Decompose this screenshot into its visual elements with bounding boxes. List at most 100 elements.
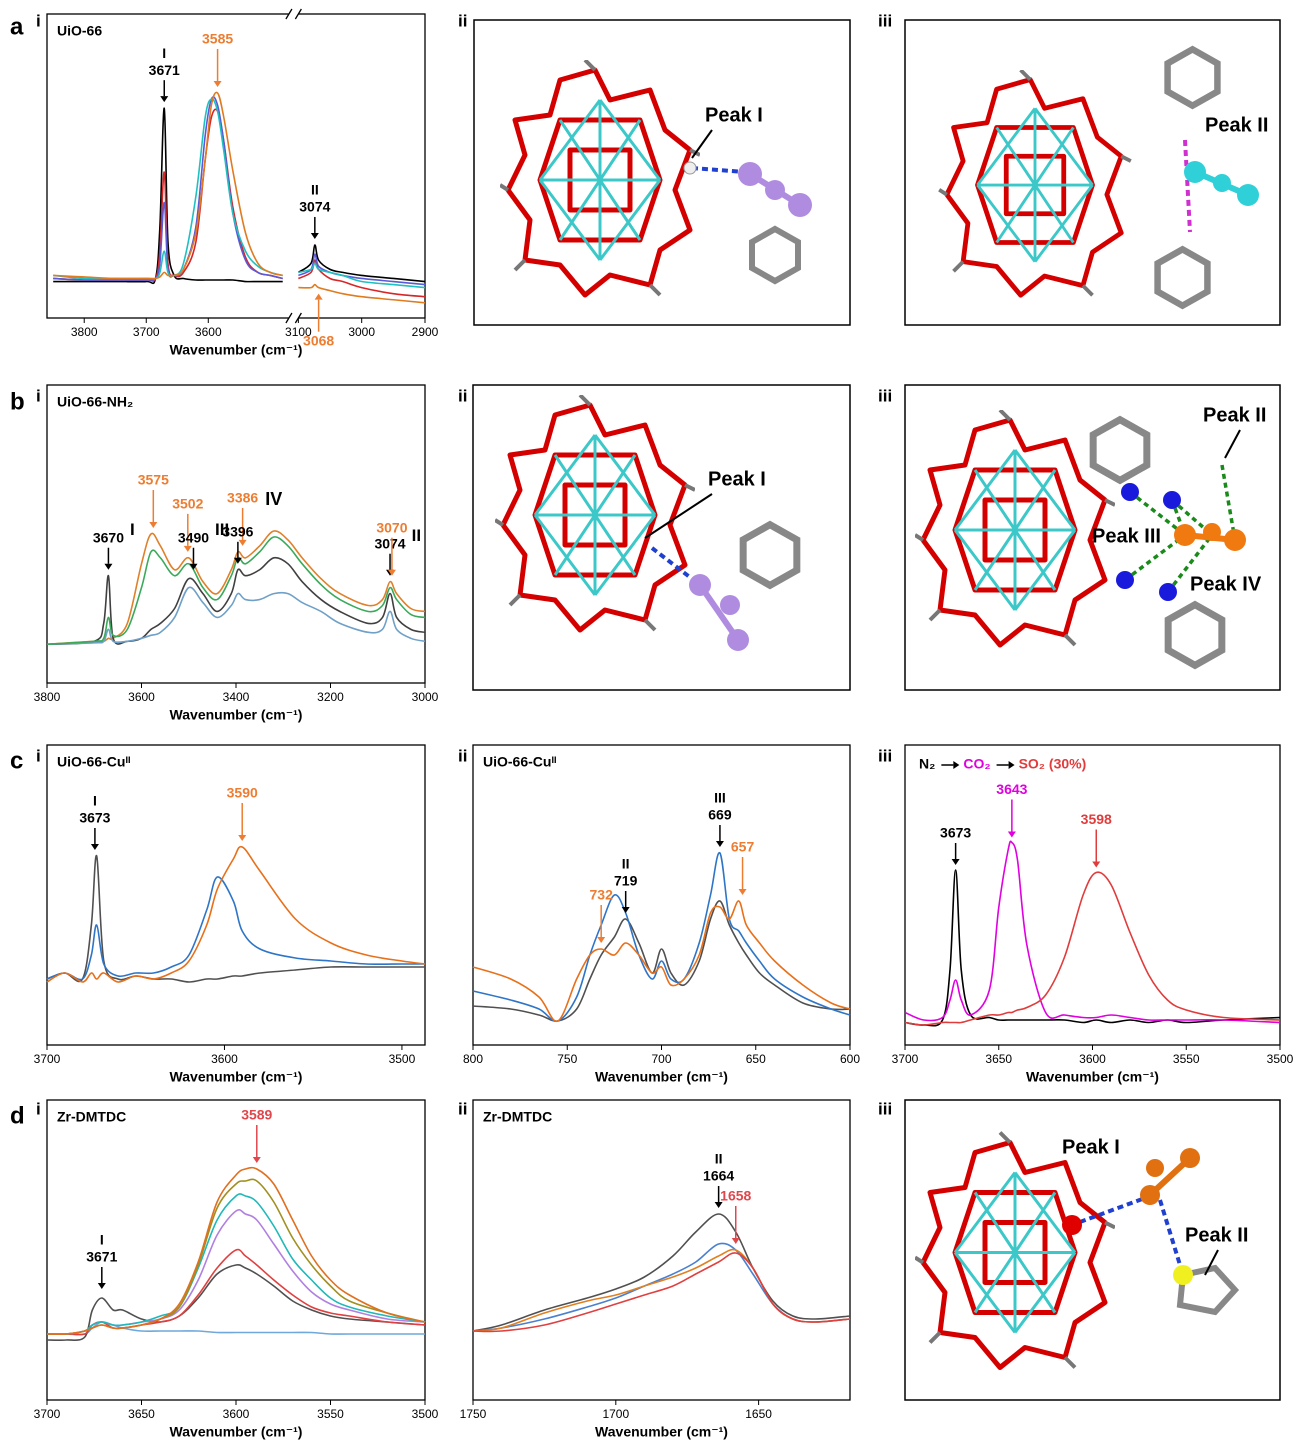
framework (939, 70, 1131, 295)
chart: Zr-DMTDC175017001650Wavenumber (cm⁻¹)166… (460, 1100, 850, 1440)
peak-label: 3643 (996, 781, 1027, 797)
x-tick-label: 3800 (34, 690, 61, 704)
plot-frame (47, 14, 425, 318)
linker (1168, 605, 1222, 666)
peak-label: Peak IV (1190, 573, 1262, 595)
framework (915, 410, 1115, 645)
atom (1184, 161, 1206, 183)
atom (1237, 184, 1259, 206)
x-tick-label: 3800 (71, 325, 98, 339)
legend-entry: N₂ (919, 756, 935, 772)
x-tick-label: 3650 (128, 1407, 155, 1421)
peak-label: 732 (590, 887, 614, 903)
series-line (47, 558, 425, 645)
peak-label: 3502 (172, 496, 203, 512)
atom (720, 595, 740, 615)
peak-arrow-head (716, 841, 724, 847)
linker (743, 525, 797, 586)
row-label: b (10, 388, 25, 415)
atom (684, 162, 696, 174)
x-axis-label: Wavenumber (cm⁻¹) (595, 1424, 728, 1440)
structure-panel: Peak I (474, 20, 850, 325)
peak-arrow-head (98, 1283, 106, 1289)
panel-label: ii (458, 1099, 467, 1118)
atom (1146, 1159, 1164, 1177)
peak-label: Peak I (1062, 1136, 1120, 1158)
panel-label: ii (458, 746, 467, 765)
series-line (473, 1214, 850, 1331)
panel-label: iii (878, 386, 892, 405)
x-axis-label: Wavenumber (cm⁻¹) (170, 707, 303, 723)
atom (689, 574, 711, 596)
peak-arrow-head (149, 522, 157, 528)
panel-label: iii (878, 746, 892, 765)
series-line (47, 877, 425, 980)
x-tick-label: 700 (651, 1052, 671, 1066)
row-label: c (10, 747, 23, 774)
atom (738, 162, 762, 186)
peak-label: 3598 (1081, 811, 1112, 827)
axis-break (289, 12, 298, 320)
peak-label: 3074 (374, 535, 405, 551)
chart: Zr-DMTDC37003650360035503500Wavenumber (… (34, 1100, 439, 1440)
peak-label: Peak III (1092, 525, 1161, 547)
pointer (692, 130, 712, 158)
panel-frame (905, 20, 1280, 325)
x-tick-label: 3550 (1173, 1052, 1200, 1066)
peak-label: 3589 (241, 1107, 272, 1123)
x-tick-label: 750 (557, 1052, 577, 1066)
legend-arrow-head (1009, 761, 1015, 769)
plot-frame (473, 745, 850, 1045)
linker (1168, 49, 1218, 105)
atom (1173, 1265, 1193, 1285)
row-label: d (10, 1102, 25, 1129)
atom (1224, 529, 1246, 551)
atom (1159, 583, 1177, 601)
pointer (1225, 430, 1240, 458)
chart-title: Zr-DMTDC (483, 1109, 552, 1125)
x-tick-label: 3700 (34, 1052, 61, 1066)
x-tick-label: 3600 (223, 1407, 250, 1421)
structure-panel: Peak I Peak II (905, 1100, 1280, 1400)
panel-label: iii (878, 1099, 892, 1118)
peak-numeral: II (622, 856, 630, 872)
x-tick-label: 1750 (460, 1407, 487, 1421)
peak-label: 3074 (299, 199, 330, 215)
peak-label: Peak II (1205, 114, 1268, 136)
panel-label: i (36, 746, 41, 765)
peak-arrow-head (597, 937, 605, 943)
atom (1203, 523, 1221, 541)
x-axis-label: Wavenumber (cm⁻¹) (170, 1069, 303, 1085)
chart: UiO-66-Cuᴵᴵ370036003500Wavenumber (cm⁻¹)… (34, 745, 425, 1085)
x-axis-label: Wavenumber (cm⁻¹) (170, 342, 303, 358)
framework (495, 395, 695, 630)
panel-label: ii (458, 11, 467, 30)
x-tick-label: 3000 (348, 325, 375, 339)
peak-arrow-head (184, 546, 192, 552)
peak-arrow-head (160, 96, 168, 102)
peak-label: Peak I (705, 104, 763, 126)
row-label: a (10, 13, 24, 40)
linker (1093, 420, 1147, 481)
peak-arrow-head (739, 889, 747, 895)
plot-frame (473, 1100, 850, 1400)
peak-label: 3673 (79, 810, 110, 826)
peak-label: 3490 (178, 529, 209, 545)
chart: UiO-66380037003600310030002900Wavenumber… (47, 9, 439, 358)
peak-arrow-head (1092, 862, 1100, 868)
x-axis-label: Wavenumber (cm⁻¹) (595, 1069, 728, 1085)
panel-label: i (36, 11, 41, 30)
chart: UiO-66-Cuᴵᴵ800750700650600Wavenumber (cm… (463, 745, 860, 1085)
figure: a b c d i ii iii i ii iii i ii iii i ii … (0, 0, 1296, 1450)
atom (1140, 1185, 1160, 1205)
x-tick-label: 3400 (223, 690, 250, 704)
x-tick-label: 3550 (317, 1407, 344, 1421)
peak-label: 3068 (303, 332, 334, 348)
peak-label: 3585 (202, 31, 233, 47)
panel-label: i (36, 1099, 41, 1118)
x-tick-label: 3500 (389, 1052, 416, 1066)
chart-title: UiO-66 (57, 23, 102, 39)
peak-label: 669 (708, 807, 732, 823)
peak-label: Peak II (1185, 1224, 1248, 1246)
